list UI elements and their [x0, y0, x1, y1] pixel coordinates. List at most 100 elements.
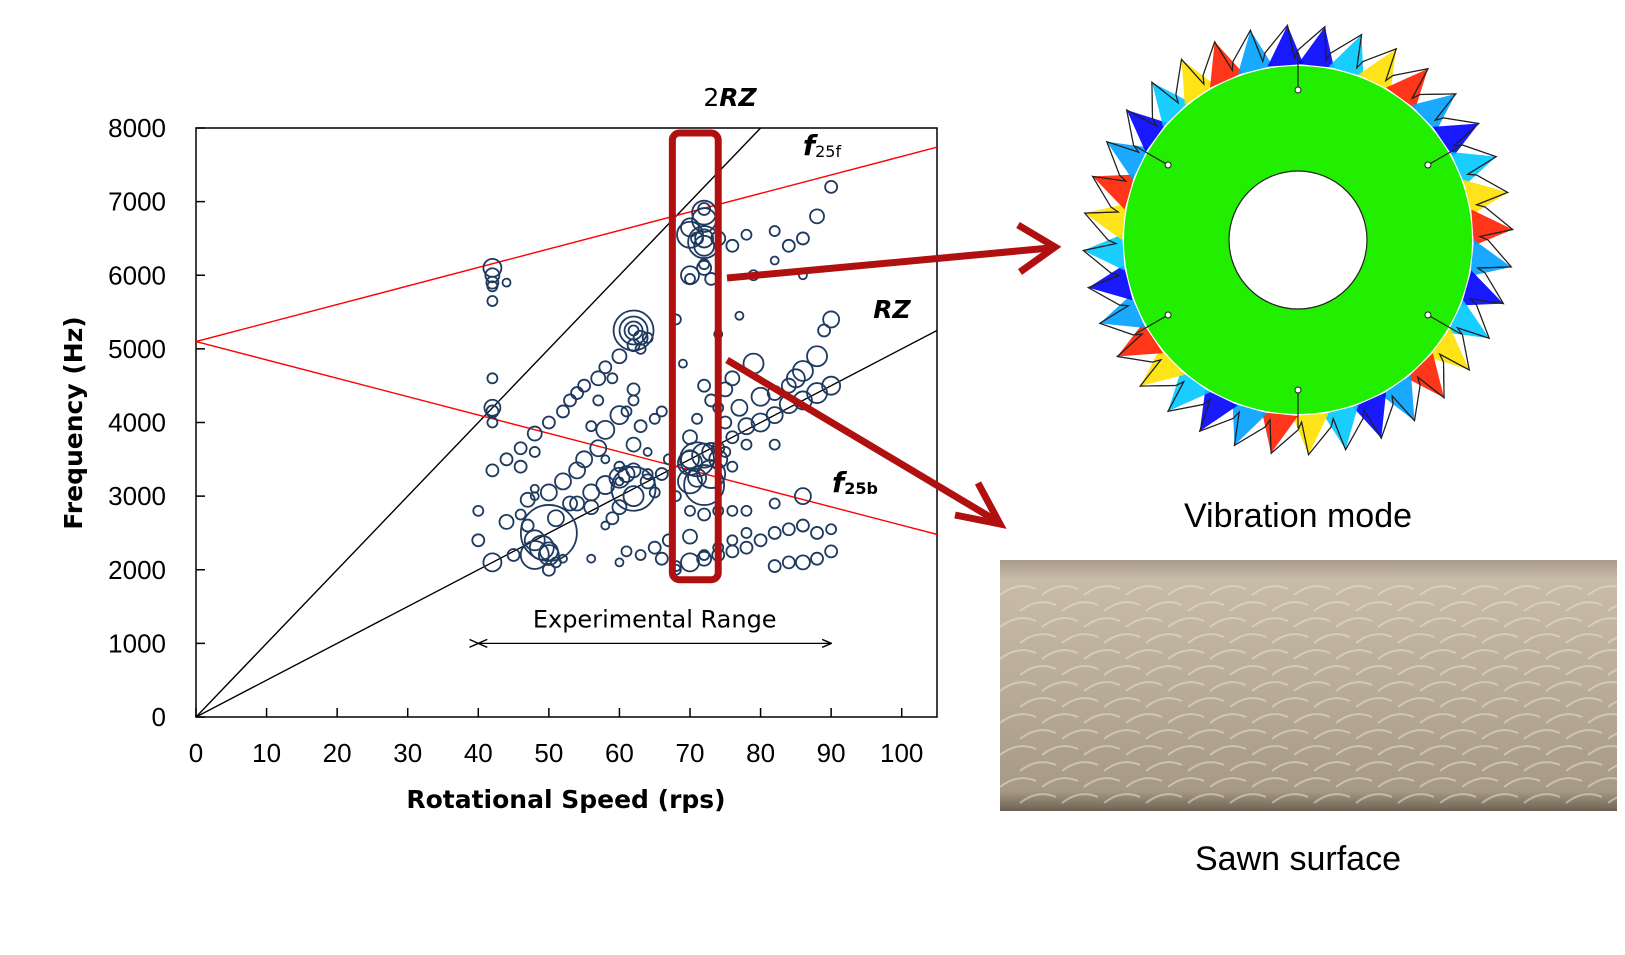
data-point — [541, 415, 556, 430]
data-point — [472, 504, 485, 517]
data-point — [611, 348, 628, 365]
data-point — [485, 463, 500, 478]
data-point — [726, 460, 739, 473]
data-point — [471, 533, 486, 548]
x-tick-label: 70 — [676, 738, 705, 768]
slot-hole — [1294, 386, 1302, 394]
data-point — [620, 545, 633, 558]
callout-arrows — [725, 221, 1062, 529]
data-point — [753, 533, 768, 548]
data-point — [824, 179, 839, 194]
data-point — [682, 429, 698, 446]
data-point — [785, 368, 806, 389]
data-point — [570, 386, 584, 400]
data-point — [592, 394, 605, 407]
x-tick-label: 80 — [746, 738, 775, 768]
blade-outline — [1081, 23, 1515, 457]
data-point — [595, 475, 616, 495]
tooth-color — [1140, 348, 1185, 387]
data-point — [809, 208, 825, 225]
data-point — [824, 544, 839, 559]
tooth-color — [1461, 270, 1504, 306]
x-axis-title: Rotational Speed (rps) — [406, 785, 725, 814]
data-point — [528, 446, 541, 458]
data-point — [750, 412, 771, 433]
data-point — [609, 405, 630, 426]
data-point — [562, 495, 578, 512]
data-point — [627, 324, 640, 337]
tooth-color — [1181, 59, 1215, 106]
data-point — [696, 550, 713, 567]
data-point — [687, 467, 707, 488]
data-point — [625, 436, 642, 453]
data-point — [780, 377, 797, 394]
tooth-color — [1088, 265, 1133, 301]
data-point — [768, 497, 781, 510]
slot-hole — [1164, 311, 1172, 319]
y-tick-label: 2000 — [108, 555, 166, 585]
data-point — [595, 419, 616, 440]
data-point — [641, 331, 654, 344]
data-point — [654, 551, 669, 566]
data-point — [627, 394, 640, 407]
x-axis-ticks: 0 10 20 30 40 50 60 70 80 90 100 — [189, 708, 923, 768]
reference-lines — [196, 128, 937, 717]
data-point — [614, 476, 625, 487]
data-point — [613, 460, 626, 473]
x-tick-label: 90 — [817, 738, 846, 768]
y-tick-label: 3000 — [108, 481, 166, 511]
x-tick-label: 30 — [393, 738, 422, 768]
reference-line — [196, 329, 937, 717]
vibration-mode-caption: Vibration mode — [1184, 497, 1412, 535]
data-point — [600, 454, 611, 465]
data-point — [821, 375, 842, 396]
data-point — [634, 549, 647, 561]
line-label: f25b — [832, 466, 878, 499]
data-point — [537, 544, 560, 566]
x-tick-label: 50 — [534, 738, 563, 768]
line-label: 2RZ — [703, 83, 757, 112]
data-point — [519, 540, 550, 570]
x-tick-label: 60 — [605, 738, 634, 768]
data-point — [737, 417, 756, 436]
data-point — [769, 255, 780, 266]
expansion-slot — [1427, 145, 1462, 166]
tooth-color — [1386, 68, 1428, 109]
x-tick-label: 100 — [880, 738, 923, 768]
data-point — [768, 438, 781, 451]
x-tick-label: 10 — [252, 738, 281, 768]
data-point — [682, 528, 698, 545]
data-point — [724, 370, 741, 387]
tooth-color — [1232, 403, 1268, 446]
x-tick-label: 0 — [189, 738, 203, 768]
data-point — [678, 358, 688, 369]
data-point — [683, 464, 726, 506]
data-point — [697, 202, 712, 216]
data-point — [485, 275, 500, 290]
data-point — [605, 511, 620, 526]
data-point — [606, 372, 619, 385]
data-point — [523, 529, 546, 552]
data-point — [642, 447, 653, 457]
tooth-color — [1237, 30, 1273, 75]
data-point — [655, 405, 668, 418]
data-point — [486, 295, 499, 307]
data-point — [684, 504, 696, 517]
tooth-color — [1353, 392, 1386, 439]
highlight-box — [668, 129, 722, 584]
data-point — [767, 559, 782, 573]
data-point — [547, 509, 565, 528]
data-point — [501, 277, 512, 288]
blade-bore — [1228, 170, 1368, 310]
data-point — [810, 551, 824, 566]
tooth-color — [1406, 353, 1445, 398]
arrow-to-sawn-surface — [725, 356, 997, 524]
y-axis-title: Frequency (Hz) — [59, 316, 88, 529]
data-point — [623, 320, 644, 341]
y-tick-label: 1000 — [108, 628, 166, 658]
tooth-color — [1099, 295, 1146, 328]
plot-area — [195, 127, 938, 718]
data-point — [739, 540, 754, 555]
